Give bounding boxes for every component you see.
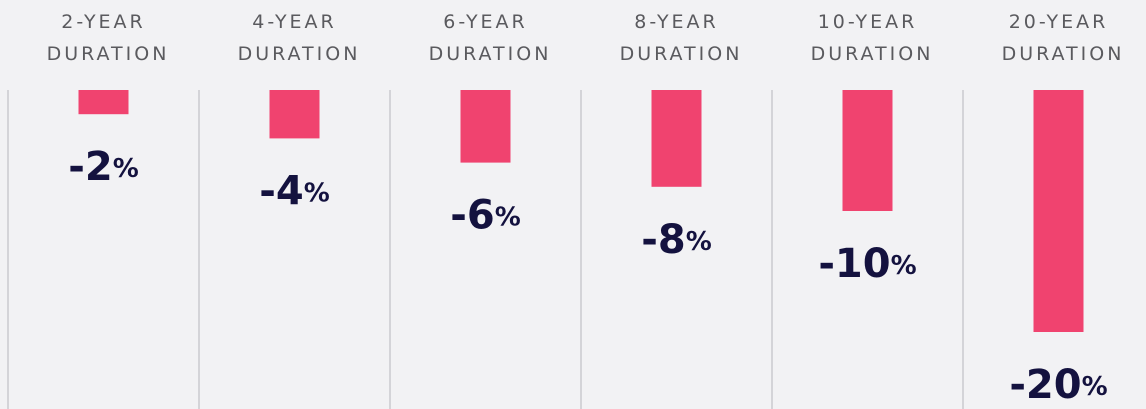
bar [651, 90, 702, 187]
value-label: -4% [259, 168, 330, 214]
bar [1033, 90, 1084, 332]
value-label: -20% [1009, 362, 1107, 408]
value-label: -8% [641, 217, 712, 263]
bar [269, 90, 320, 139]
bar [842, 90, 893, 211]
category-label: 8-YEAR DURATION [611, 11, 743, 65]
category-label: 4-YEAR DURATION [229, 11, 361, 65]
value-label: -2% [68, 144, 139, 190]
bar [78, 90, 129, 115]
value-label: -10% [818, 241, 916, 287]
category-label: 2-YEAR DURATION [38, 11, 170, 65]
category-label: 20-YEAR DURATION [993, 11, 1125, 65]
category-label: 10-YEAR DURATION [802, 11, 934, 65]
bar [460, 90, 511, 163]
value-label: -6% [450, 193, 521, 239]
category-label: 6-YEAR DURATION [420, 11, 552, 65]
